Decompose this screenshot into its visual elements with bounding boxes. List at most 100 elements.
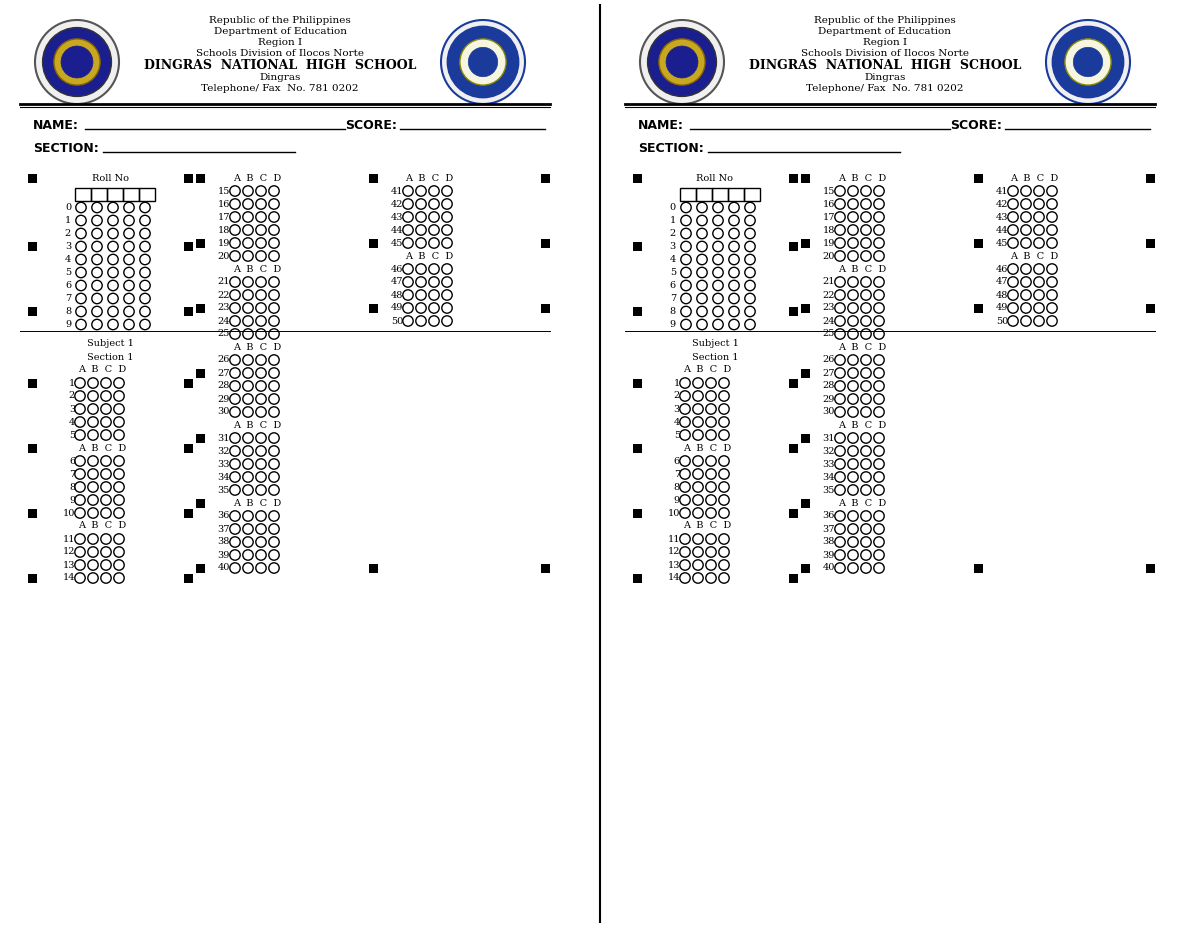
Bar (632, 242, 642, 251)
Bar (1146, 238, 1154, 248)
Text: 9: 9 (65, 320, 71, 329)
Circle shape (54, 39, 100, 85)
Text: 40: 40 (823, 564, 835, 573)
Text: A  B  C  D: A B C D (1010, 251, 1058, 260)
Text: 18: 18 (823, 225, 835, 235)
Bar (184, 173, 192, 183)
Text: 45: 45 (391, 238, 403, 248)
Circle shape (442, 20, 526, 104)
Bar (800, 499, 810, 507)
Bar (184, 378, 192, 387)
Bar (696, 188, 712, 201)
Text: 16: 16 (217, 199, 230, 209)
Circle shape (666, 46, 698, 78)
Bar (184, 307, 192, 316)
Text: 1: 1 (670, 216, 676, 225)
Text: 5: 5 (674, 430, 680, 439)
Text: 44: 44 (996, 225, 1008, 235)
Text: NAME:: NAME: (638, 119, 684, 132)
Bar (368, 303, 378, 312)
Text: 5: 5 (670, 268, 676, 277)
Text: Region I: Region I (863, 37, 907, 46)
Text: A  B  C  D: A B C D (838, 499, 887, 507)
Text: 33: 33 (822, 460, 835, 468)
Text: 8: 8 (68, 482, 74, 491)
Text: 43: 43 (996, 212, 1008, 222)
Text: 37: 37 (822, 525, 835, 534)
Text: Department of Education: Department of Education (214, 27, 347, 35)
Text: 15: 15 (217, 186, 230, 196)
Text: A  B  C  D: A B C D (233, 342, 281, 351)
Text: SECTION:: SECTION: (34, 142, 98, 155)
Bar (196, 303, 204, 312)
Bar (800, 564, 810, 573)
Text: A  B  C  D: A B C D (406, 251, 454, 260)
Circle shape (640, 20, 724, 104)
Text: 50: 50 (996, 316, 1008, 325)
Text: Roll No: Roll No (696, 173, 733, 183)
Text: 30: 30 (217, 408, 230, 416)
Bar (196, 499, 204, 507)
Text: 8: 8 (674, 482, 680, 491)
Text: Region I: Region I (258, 37, 302, 46)
Bar (28, 307, 36, 316)
Text: 39: 39 (823, 551, 835, 560)
Text: 9: 9 (674, 496, 680, 504)
Text: 5: 5 (68, 430, 74, 439)
Text: A  B  C  D: A B C D (406, 173, 454, 183)
Text: Telephone/ Fax  No. 781 0202: Telephone/ Fax No. 781 0202 (202, 83, 359, 93)
Text: 8: 8 (670, 307, 676, 316)
Bar (788, 443, 798, 452)
Bar (632, 443, 642, 452)
Text: 45: 45 (996, 238, 1008, 248)
Text: 44: 44 (390, 225, 403, 235)
Circle shape (460, 39, 506, 85)
Text: 21: 21 (217, 277, 230, 286)
Text: Dingras: Dingras (864, 72, 906, 82)
Circle shape (659, 39, 706, 85)
Text: Section 1: Section 1 (691, 352, 738, 362)
Text: 13: 13 (667, 561, 680, 569)
Bar (712, 188, 728, 201)
Bar (91, 188, 107, 201)
Text: 1: 1 (673, 378, 680, 387)
Text: Dingras: Dingras (259, 72, 301, 82)
Text: 28: 28 (217, 382, 230, 390)
Text: 38: 38 (217, 538, 230, 547)
Text: SCORE:: SCORE: (950, 119, 1002, 132)
Bar (632, 378, 642, 387)
Text: 2: 2 (65, 229, 71, 238)
Text: 29: 29 (823, 395, 835, 403)
Bar (139, 188, 155, 201)
Bar (800, 173, 810, 183)
Text: 23: 23 (822, 303, 835, 312)
Text: Subject 1: Subject 1 (86, 339, 133, 349)
Text: 26: 26 (217, 355, 230, 364)
Text: 14: 14 (62, 574, 74, 582)
Text: 43: 43 (390, 212, 403, 222)
Bar (540, 238, 550, 248)
Text: 3: 3 (68, 404, 74, 413)
Text: 6: 6 (670, 281, 676, 290)
Bar (632, 574, 642, 582)
Circle shape (35, 20, 119, 104)
Bar (788, 242, 798, 251)
Bar (744, 188, 760, 201)
Bar (368, 173, 378, 183)
Text: SCORE:: SCORE: (346, 119, 397, 132)
Text: DINGRAS  NATIONAL  HIGH  SCHOOL: DINGRAS NATIONAL HIGH SCHOOL (144, 58, 416, 71)
Text: 46: 46 (996, 264, 1008, 273)
Text: 4: 4 (65, 255, 71, 264)
Text: 20: 20 (217, 251, 230, 260)
Bar (632, 173, 642, 183)
Bar (196, 434, 204, 442)
Text: Republic of the Philippines: Republic of the Philippines (814, 16, 956, 24)
Text: 42: 42 (390, 199, 403, 209)
Text: Schools Division of Ilocos Norte: Schools Division of Ilocos Norte (196, 48, 364, 57)
Circle shape (648, 28, 716, 96)
Bar (368, 564, 378, 573)
Text: 26: 26 (823, 355, 835, 364)
Text: 2: 2 (673, 391, 680, 400)
Text: 1: 1 (68, 378, 74, 387)
Text: 9: 9 (670, 320, 676, 329)
